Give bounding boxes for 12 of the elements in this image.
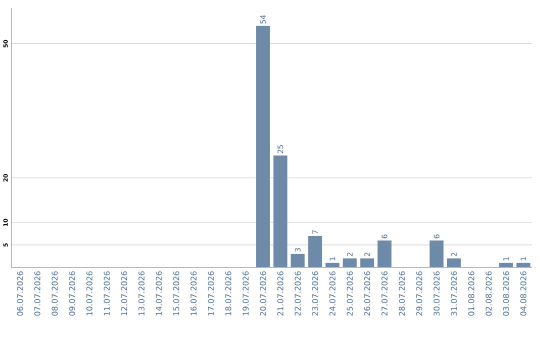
bar (499, 262, 513, 268)
bar (378, 240, 392, 268)
bar (516, 262, 530, 268)
bar (273, 156, 288, 268)
bar (342, 258, 357, 268)
bar (308, 236, 322, 268)
bar (430, 240, 444, 268)
bar (360, 258, 374, 268)
bar (256, 26, 270, 268)
bar (325, 262, 340, 268)
bar (290, 254, 305, 268)
bar (446, 258, 461, 268)
